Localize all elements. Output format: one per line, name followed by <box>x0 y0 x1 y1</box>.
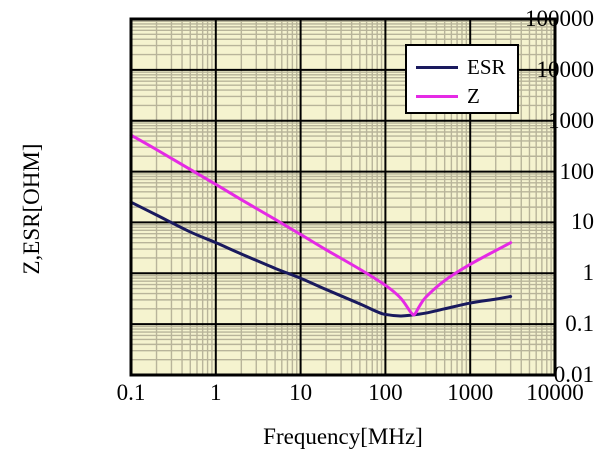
legend-swatch-esr <box>416 65 458 69</box>
axes-frame <box>129 17 557 377</box>
y-axis-title: Z,ESR[OHM] <box>19 143 44 275</box>
legend-label-z: Z <box>467 83 480 108</box>
legend-item-esr: ESR <box>407 54 517 80</box>
y-tick-label: 0.1 <box>565 311 594 337</box>
legend-item-z: Z <box>407 83 517 109</box>
legend: ESR Z <box>405 44 519 114</box>
y-tick-label: 10 <box>571 209 594 235</box>
x-tick-label: 1 <box>210 380 222 405</box>
x-tick-label: 100 <box>368 380 403 405</box>
series-lines <box>129 133 513 318</box>
series-line-z <box>129 133 513 317</box>
legend-swatch-z <box>416 94 458 98</box>
y-tick-label: 100 <box>559 158 595 184</box>
y-tick-label: 1000 <box>548 107 594 133</box>
x-tick-label: 1000 <box>447 380 494 405</box>
y-tick-label: 1 <box>582 260 595 286</box>
y-tick-label: 100000 <box>525 6 594 31</box>
x-axis-title: Frequency[MHz] <box>263 424 423 449</box>
x-tick-label: 10000 <box>526 380 584 405</box>
x-tick-label: 0.1 <box>116 380 146 405</box>
legend-label-esr: ESR <box>467 54 506 79</box>
y-tick-label: 0.01 <box>553 362 594 387</box>
x-tick-label: 10 <box>289 380 313 405</box>
y-tick-label: 10000 <box>536 56 595 82</box>
minor-gridlines <box>131 19 555 375</box>
series-line-esr <box>129 200 513 318</box>
